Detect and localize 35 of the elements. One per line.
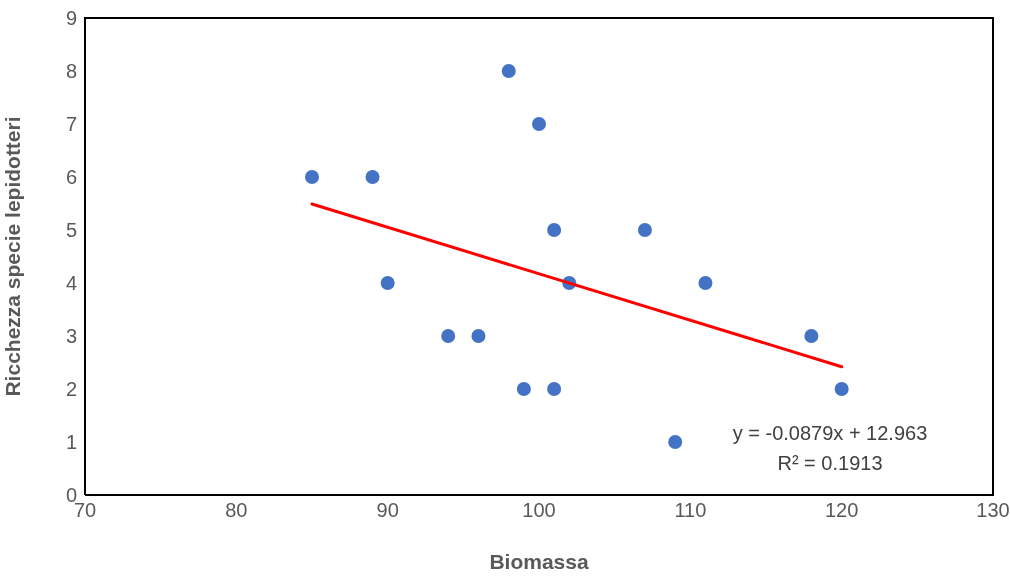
x-tick-label: 80 — [225, 499, 248, 522]
annotation: y = -0.0879x + 12.963 — [731, 421, 929, 446]
point — [501, 64, 516, 78]
x-axis-title: Biomassa — [489, 550, 589, 573]
x-tick-label: 100 — [522, 499, 556, 522]
y-tick-label: 3 — [65, 325, 77, 348]
y-tick-label: 0 — [65, 484, 77, 507]
y-axis-title: Ricchezza specie lepidotteri — [1, 116, 25, 397]
y-tick-label: 6 — [65, 166, 77, 189]
point — [698, 276, 713, 290]
y-tick-label: 4 — [65, 272, 77, 295]
point — [637, 223, 652, 237]
point — [834, 382, 849, 396]
point — [532, 117, 546, 131]
point — [516, 382, 531, 396]
y-tick-label: 9 — [65, 7, 77, 30]
y-tick-label: 7 — [65, 113, 77, 136]
point — [365, 170, 380, 184]
x-tick-label: 120 — [824, 499, 859, 522]
point — [547, 223, 562, 237]
x-tick-label: 130 — [976, 499, 1010, 522]
y-tick-label: 8 — [65, 60, 77, 83]
point — [471, 329, 486, 343]
annotation: R² = 0.1913 — [776, 451, 884, 476]
x-tick-label: 110 — [674, 499, 707, 522]
point — [547, 382, 562, 396]
point — [305, 170, 319, 184]
y-tick-label: 5 — [65, 219, 77, 242]
point — [380, 276, 395, 290]
point — [668, 435, 683, 449]
y-tick-label: 2 — [65, 378, 77, 401]
point — [804, 329, 819, 343]
y-tick-label: 1 — [65, 431, 77, 454]
point — [441, 329, 456, 343]
x-tick-label: 90 — [376, 499, 399, 522]
